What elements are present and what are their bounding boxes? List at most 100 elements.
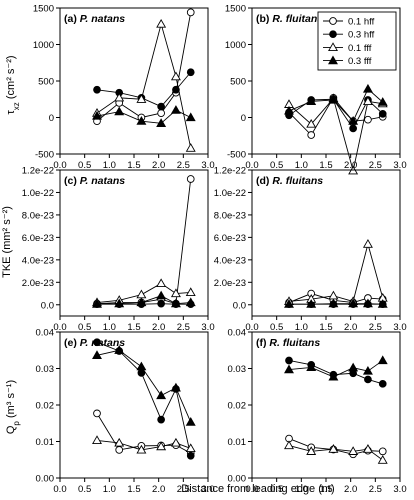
series-0.3-fff — [92, 290, 196, 308]
x-tick-label: 2.5 — [177, 160, 190, 171]
series-0.3-fff — [284, 298, 388, 308]
series-0.1-fff — [92, 435, 196, 454]
data-point — [170, 288, 181, 298]
x-tick-label: 1.5 — [127, 160, 140, 171]
y-tick-label: 2.0e-23 — [214, 278, 246, 289]
plot-frame — [59, 169, 209, 317]
series-0.1-fff — [284, 239, 388, 305]
y-tick-label: 8.0e-23 — [22, 210, 54, 221]
data-point — [157, 415, 165, 424]
data-point — [328, 298, 339, 308]
data-point — [157, 109, 165, 117]
data-point — [170, 437, 181, 447]
x-tick-label: 3.0 — [201, 322, 214, 333]
data-point — [284, 105, 294, 115]
y-tick-label: 1000 — [33, 40, 54, 51]
y-tick-label: 1.0e-22 — [22, 188, 54, 199]
data-point — [364, 375, 372, 384]
data-point — [185, 417, 196, 426]
x-tick-label: 2.0 — [344, 160, 357, 171]
y-tick-label: 1000 — [225, 40, 246, 51]
data-point — [377, 97, 388, 106]
x-tick-label: 3.0 — [201, 484, 214, 495]
x-tick-label: 3.0 — [393, 484, 406, 495]
data-point — [362, 298, 373, 308]
data-point — [93, 338, 101, 347]
x-tick-label: 2.0 — [152, 484, 165, 495]
series-line — [96, 178, 192, 305]
series-0.1-fff — [284, 440, 388, 464]
x-axis-label: Distance from leading edge (m) — [181, 483, 334, 495]
x-tick-label: 0.5 — [270, 322, 283, 333]
y-tick-label: 1.2e-22 — [22, 166, 54, 177]
data-point — [306, 96, 317, 106]
data-point — [157, 299, 165, 308]
series-0.1-hff — [285, 434, 387, 459]
data-point — [284, 440, 294, 450]
series-0.3-hff — [285, 356, 387, 388]
series-0.1-hff — [93, 175, 195, 308]
legend-marker — [328, 55, 338, 65]
x-tick-label: 0.0 — [53, 322, 66, 333]
data-point — [170, 298, 181, 308]
x-tick-label: 0.0 — [245, 160, 258, 171]
y-tick-label: 0.0 — [41, 300, 54, 311]
data-point — [362, 365, 373, 375]
x-tick-label: 2.5 — [177, 484, 190, 495]
data-point — [377, 455, 388, 464]
data-point — [328, 371, 339, 381]
x-tick-label: 2.0 — [344, 484, 357, 495]
series-0.3-fff — [92, 105, 196, 127]
x-tick-label: 2.0 — [152, 322, 165, 333]
data-point — [185, 443, 196, 453]
panel-label: (b) R. fluitans — [256, 13, 323, 25]
data-point — [156, 441, 167, 451]
y-tick-label: 0.02 — [36, 401, 55, 412]
legend-marker — [328, 42, 338, 51]
series-line — [96, 349, 192, 423]
data-point — [114, 298, 125, 308]
data-point — [378, 447, 387, 456]
data-point — [93, 409, 101, 418]
series-line — [96, 12, 192, 122]
x-tick-label: 1.0 — [103, 322, 116, 333]
panel-e: 0.0 0.5 1.0 1.5 2.0 2.5 3.0 0.00 0.01 0.02 0.03 0.0… — [36, 328, 215, 496]
data-point — [378, 109, 387, 118]
data-point — [362, 444, 373, 453]
data-point — [170, 105, 181, 114]
data-point — [186, 451, 195, 460]
legend: 0.1 hff 0.3 hff 0.1 fff 0.3 fff — [317, 11, 397, 71]
data-point — [136, 361, 147, 371]
series-line — [288, 360, 383, 378]
panel-label: (a) P. natans — [64, 13, 125, 25]
x-tick-label: 1.5 — [127, 322, 140, 333]
legend-entry: 0.1 hff — [348, 17, 375, 28]
panel-a: 0.0 0.5 1.0 1.5 2.0 2.5 3.0 -500 0 500 1000 1500 (a)… — [33, 4, 215, 172]
x-tick-label: 1.5 — [127, 484, 140, 495]
y-tick-label: 1.2e-22 — [214, 166, 246, 177]
plot-frame — [251, 169, 401, 317]
y-tick-label: 1.0e-22 — [214, 188, 246, 199]
x-tick-label: 2.5 — [177, 322, 190, 333]
panel-b: 0.0 0.5 1.0 1.5 2.0 2.5 3.0 -500 0 500 1000 1500 (b)… — [225, 4, 407, 175]
data-point — [306, 446, 317, 455]
data-point — [156, 390, 167, 400]
data-point — [285, 356, 293, 365]
data-point — [92, 299, 102, 308]
legend-entry: 0.1 fff — [348, 43, 372, 54]
x-tick-label: 1.0 — [295, 322, 308, 333]
series-0.3-fff — [284, 355, 388, 381]
data-point — [362, 239, 373, 248]
data-point — [156, 18, 167, 28]
series-line — [288, 242, 384, 302]
data-point — [306, 299, 317, 308]
data-point — [92, 110, 102, 120]
x-tick-label: 1.0 — [103, 160, 116, 171]
x-tick-label: 2.0 — [344, 322, 357, 333]
data-point — [136, 297, 147, 307]
data-point — [348, 298, 359, 308]
y-tick-label: 500 — [230, 77, 246, 88]
data-point — [284, 364, 294, 374]
data-point — [136, 94, 147, 103]
y-tick-label: 0.01 — [228, 437, 247, 448]
